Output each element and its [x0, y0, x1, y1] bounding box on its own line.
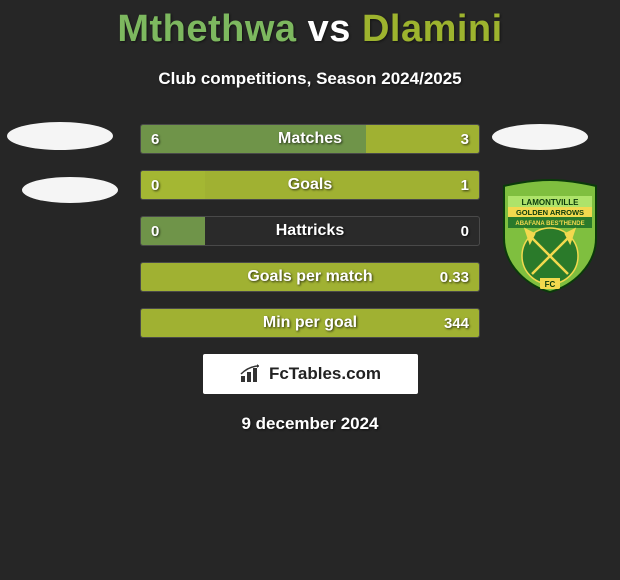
badge-fc-text: FC [545, 280, 556, 289]
comparison-title: Mthethwa vs Dlamini [0, 0, 620, 51]
attribution-text: FcTables.com [269, 364, 381, 384]
badge-text-top: LAMONTVILLE [522, 198, 580, 207]
stat-label: Min per goal [141, 309, 479, 337]
team-logo-placeholder-right [492, 124, 588, 150]
stat-label: Matches [141, 125, 479, 153]
stat-row: 344Min per goal [140, 308, 480, 338]
stat-row: 00Hattricks [140, 216, 480, 246]
stat-label: Goals [141, 171, 479, 199]
vs-text: vs [308, 8, 351, 50]
subtitle: Club competitions, Season 2024/2025 [0, 69, 620, 89]
team-badge-golden-arrows: LAMONTVILLE GOLDEN ARROWS ABAFANA BES'TH… [500, 178, 600, 294]
stat-label: Goals per match [141, 263, 479, 291]
stat-row: 01Goals [140, 170, 480, 200]
stat-row: 0.33Goals per match [140, 262, 480, 292]
player1-name: Mthethwa [117, 8, 296, 50]
chart-icon [239, 364, 263, 384]
stats-container: 63Matches 01Goals 00Hattricks 0.33Goals per… [140, 124, 480, 338]
stat-row: 63Matches [140, 124, 480, 154]
snapshot-date: 9 december 2024 [0, 414, 620, 434]
team-logo-placeholder-left-1 [7, 122, 113, 150]
badge-text-mid: GOLDEN ARROWS [516, 208, 584, 217]
badge-text-bottom: ABAFANA BES'THENDE [515, 221, 584, 227]
player2-name: Dlamini [362, 8, 503, 50]
team-logo-placeholder-left-2 [22, 177, 118, 203]
stat-label: Hattricks [141, 217, 479, 245]
attribution-box: FcTables.com [203, 354, 418, 394]
